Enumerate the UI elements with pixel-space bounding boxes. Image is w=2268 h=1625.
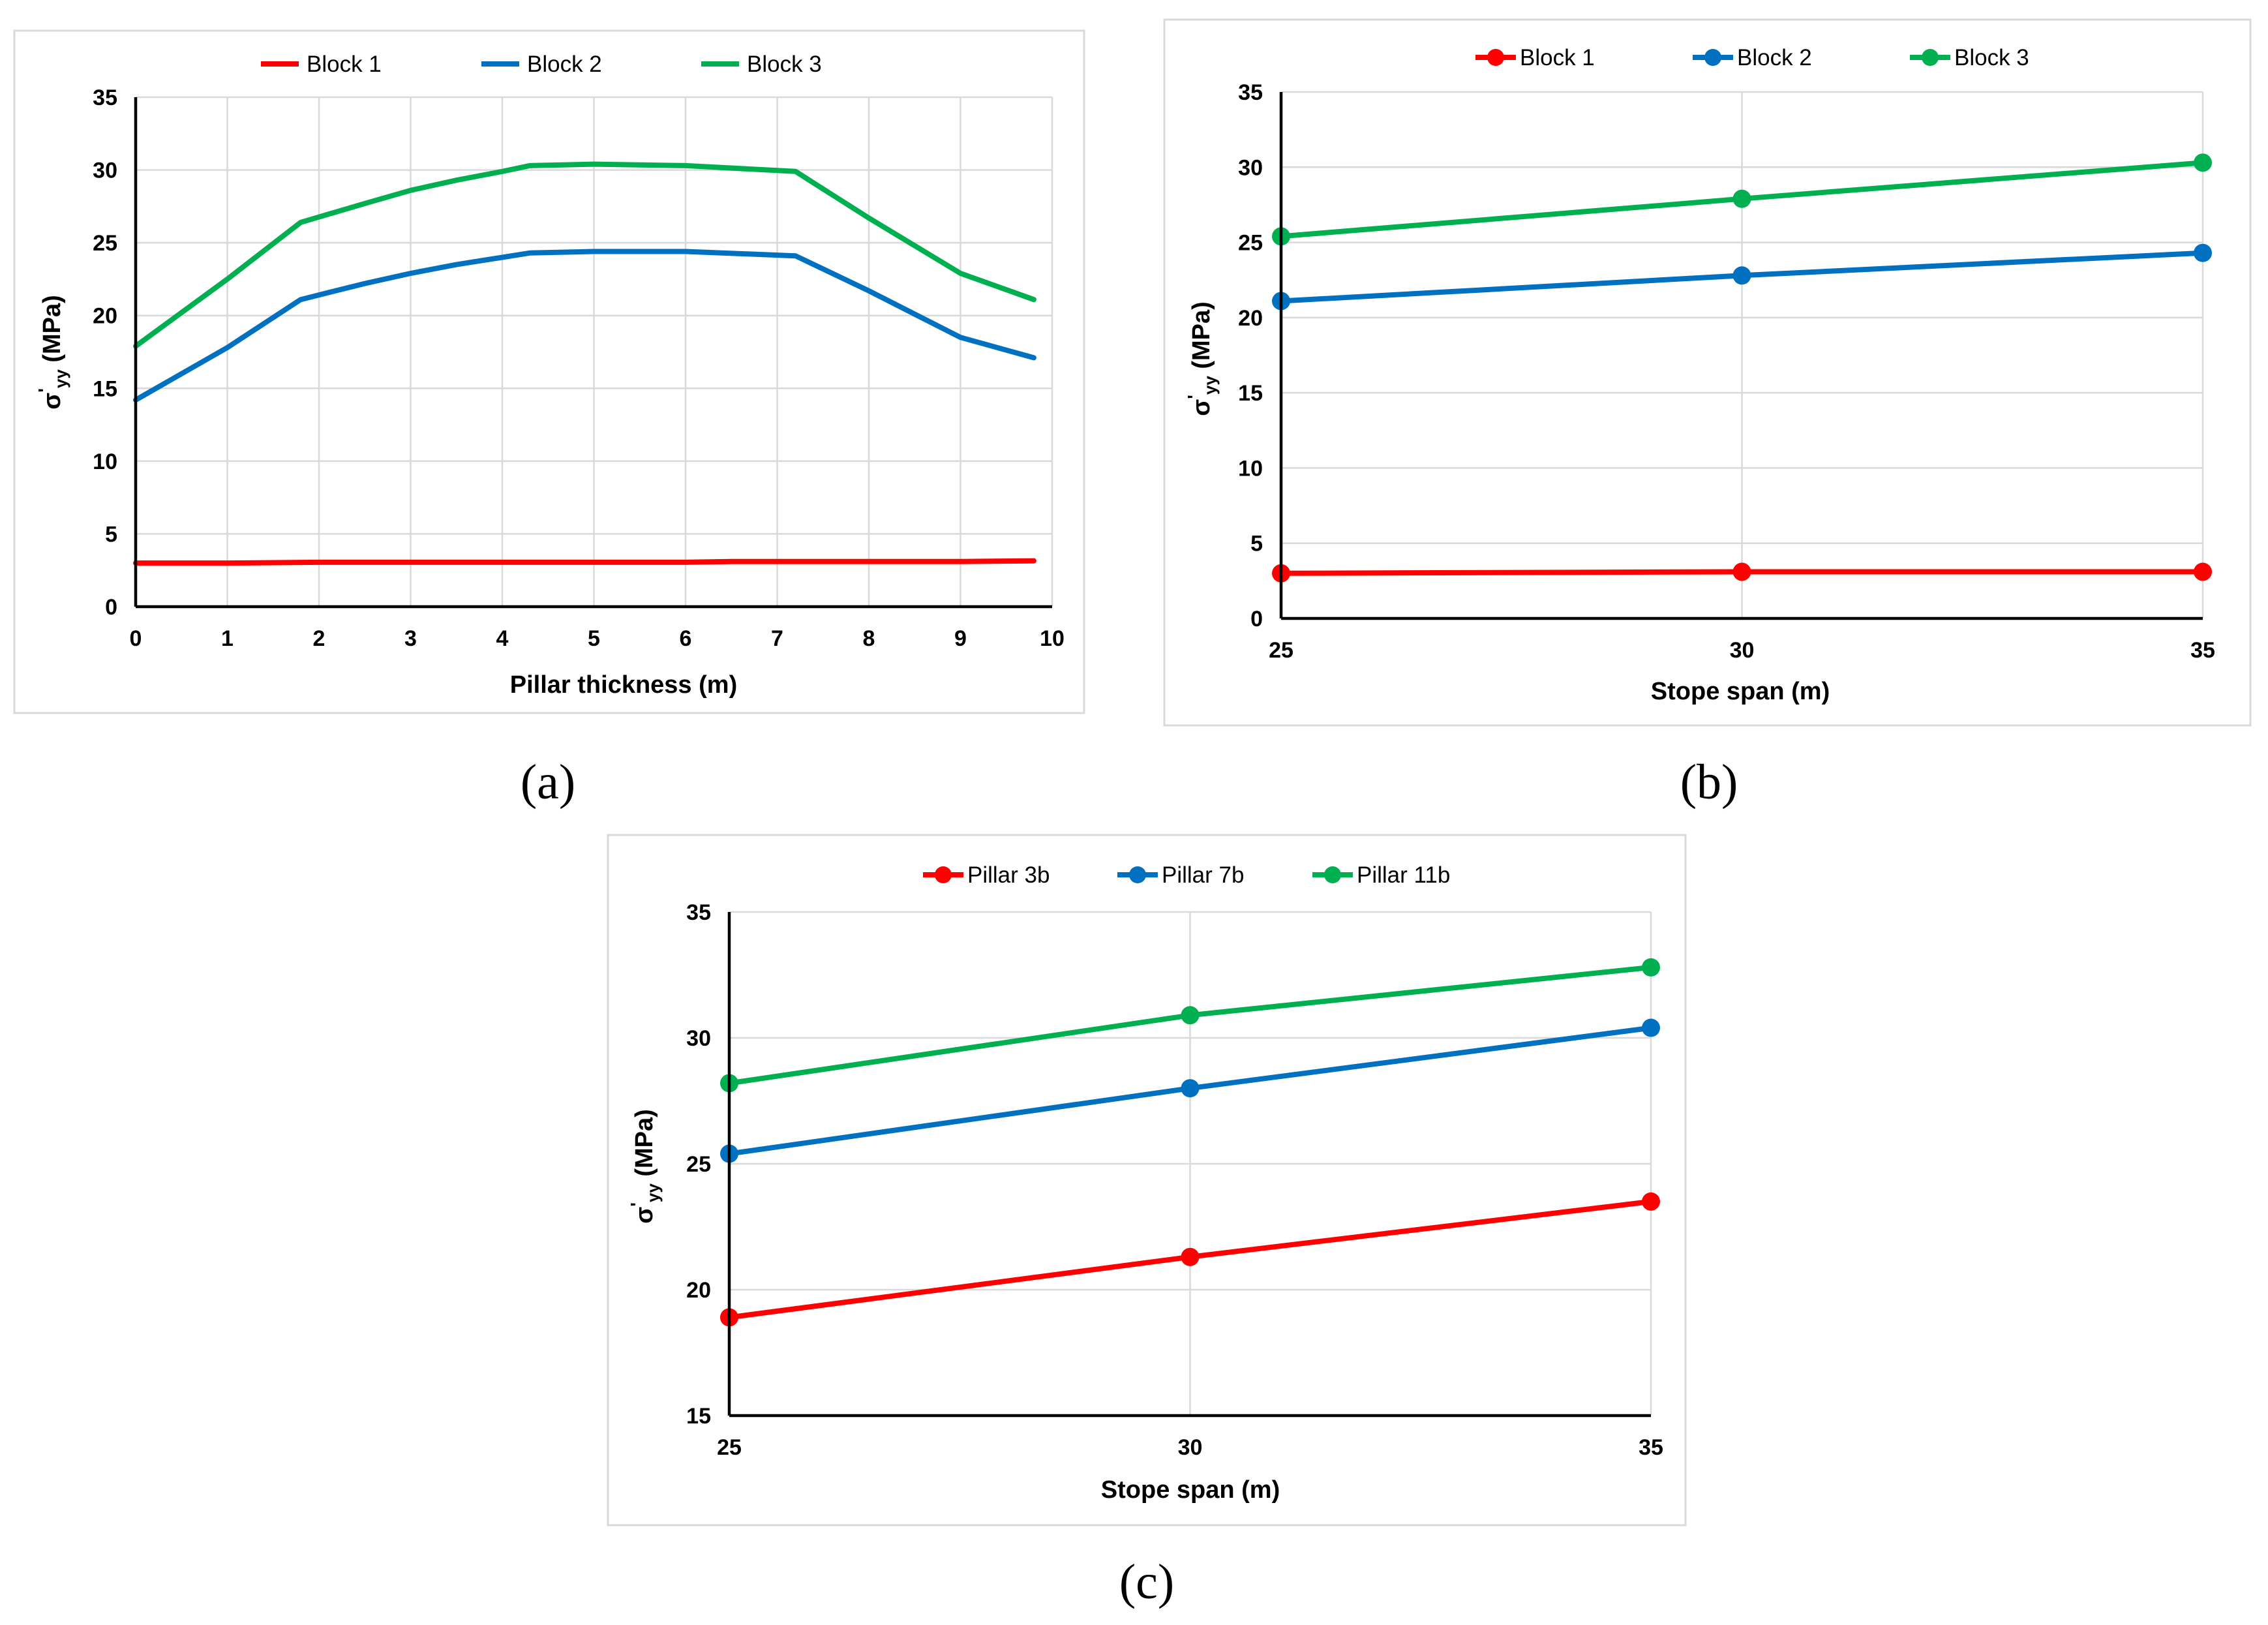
- chart-a-x-tick-label: 5: [588, 626, 600, 651]
- chart-c-legend-label: Pillar 7b: [1162, 862, 1244, 888]
- chart-b-data-point-block-3: [2194, 153, 2212, 172]
- chart-b-y-tick-label: 15: [1238, 381, 1263, 406]
- chart-b-y-tick-label: 20: [1238, 306, 1263, 331]
- chart-a-series: [133, 161, 1036, 566]
- chart-a-legend-label: Block 3: [747, 52, 822, 77]
- chart-b-legend: Block 1 Block 2 Block 3: [1475, 45, 2029, 70]
- chart-b-x-tick-label: 30: [1730, 638, 1755, 663]
- chart-c-y-tick-label: 20: [686, 1278, 711, 1303]
- chart-c-y-axis-title: σ'yy (MPa): [627, 1109, 663, 1224]
- chart-b-x-axis-title: Stope span (m): [1651, 678, 1830, 705]
- chart-a-y-tick-label: 10: [93, 449, 117, 474]
- chart-b-y-tick-label: 25: [1238, 231, 1263, 256]
- chart-a-legend-label: Block 1: [307, 52, 382, 77]
- chart-c-data-point-pillar-3b: [1181, 1247, 1200, 1266]
- chart-a-x-tick-label: 0: [130, 626, 142, 651]
- chart-b-data-point-block-2: [2194, 243, 2212, 262]
- chart-c-gridlines: [729, 911, 1652, 1416]
- chart-c-y-tick-label: 35: [686, 900, 711, 925]
- chart-b-data-point-block-2: [1732, 266, 1751, 285]
- panel-a-label: (a): [521, 755, 575, 810]
- chart-c-x-tick-label: 30: [1178, 1435, 1203, 1460]
- chart-c-x-axis-title: Stope span (m): [1101, 1476, 1280, 1504]
- chart-b-y-ticks: 0 5 10 15 20 25 30 35: [1238, 80, 1263, 631]
- chart-b-y-tick-label: 10: [1238, 456, 1263, 481]
- chart-c-y-tick-label: 30: [686, 1026, 711, 1051]
- chart-a-x-tick-label: 10: [1040, 626, 1065, 651]
- chart-b-y-tick-label: 30: [1238, 155, 1263, 180]
- chart-c-legend-label: Pillar 11b: [1357, 862, 1450, 888]
- chart-c-x-tick-label: 35: [1639, 1435, 1663, 1460]
- chart-b-y-tick-label: 5: [1250, 532, 1263, 556]
- chart-b-legend-label: Block 3: [1954, 45, 2029, 70]
- chart-a-x-tick-label: 8: [863, 626, 875, 651]
- chart-c-legend-marker: [1129, 866, 1146, 883]
- chart-c-x-tick-label: 25: [717, 1435, 742, 1460]
- chart-c-legend-label: Pillar 3b: [967, 862, 1050, 888]
- chart-c-data-point-pillar-11b: [1181, 1006, 1200, 1025]
- chart-a-x-ticks: 0 1 2 3 4 5 6 7 8 9 10: [130, 626, 1065, 651]
- chart-b-gridlines: [1281, 91, 2204, 618]
- chart-b-legend-label: Block 2: [1737, 45, 1812, 70]
- chart-a-y-tick-label: 30: [93, 159, 117, 183]
- chart-a-series-line-block-3: [133, 161, 1036, 349]
- chart-b-series: [1272, 153, 2212, 583]
- chart-b-y-tick-label: 35: [1238, 80, 1263, 105]
- chart-c-legend-marker: [935, 866, 952, 883]
- chart-a-y-tick-label: 35: [93, 85, 117, 110]
- chart-c-x-ticks: 25 30 35: [717, 1435, 1663, 1460]
- chart-b-frame: [1163, 18, 2252, 727]
- chart-b-legend-marker: [1704, 49, 1721, 66]
- chart-a-frame: [13, 29, 1085, 714]
- panel-c-label: (c): [1119, 1555, 1174, 1609]
- chart-b-data-point-block-1: [1732, 562, 1751, 581]
- chart-a-series-line-block-1: [133, 558, 1036, 566]
- chart-a-x-tick-label: 4: [496, 626, 509, 651]
- chart-c-y-tick-label: 25: [686, 1152, 711, 1177]
- chart-a-x-tick-label: 7: [771, 626, 783, 651]
- chart-c-data-point-pillar-7b: [1642, 1018, 1660, 1037]
- chart-b-legend-marker: [1487, 49, 1504, 66]
- chart-a-x-axis-title: Pillar thickness (m): [510, 671, 737, 699]
- chart-a-legend: Block 1 Block 2 Block 3: [261, 52, 822, 77]
- chart-a-x-tick-label: 9: [954, 626, 967, 651]
- chart-b-legend-label: Block 1: [1520, 45, 1595, 70]
- chart-a-gridlines: [136, 96, 1053, 607]
- chart-a-y-tick-label: 20: [93, 304, 117, 329]
- chart-a-y-ticks: 0 5 10 15 20 25 30 35: [93, 85, 117, 620]
- chart-a-x-tick-label: 6: [680, 626, 692, 651]
- chart-b-data-point-block-1: [2194, 562, 2212, 581]
- chart-b-y-tick-label: 0: [1250, 607, 1263, 631]
- chart-b-legend-marker: [1922, 49, 1939, 66]
- chart-a-y-tick-label: 25: [93, 231, 117, 256]
- chart-a-y-tick-label: 15: [93, 376, 117, 401]
- chart-a-x-tick-label: 2: [313, 626, 325, 651]
- chart-c-data-point-pillar-11b: [1642, 958, 1660, 977]
- chart-a-y-tick-label: 5: [105, 522, 117, 547]
- chart-a-y-tick-label: 0: [105, 595, 117, 620]
- chart-c-frame: [607, 834, 1687, 1526]
- chart-c-data-point-pillar-7b: [1181, 1079, 1200, 1098]
- chart-b-x-tick-label: 25: [1269, 638, 1293, 663]
- chart-b-x-ticks: 25 30 35: [1269, 638, 2215, 663]
- chart-a-series-line-block-2: [133, 249, 1036, 403]
- chart-c-y-ticks: 15 20 25 30 35: [686, 900, 711, 1429]
- panel-b-label: (b): [1680, 755, 1738, 810]
- chart-a-x-tick-label: 1: [221, 626, 234, 651]
- chart-a-legend-label: Block 2: [527, 52, 602, 77]
- chart-c-legend: Pillar 3b Pillar 7b Pillar 11b: [923, 862, 1450, 888]
- chart-b-data-point-block-3: [1732, 189, 1751, 208]
- chart-c-y-tick-label: 15: [686, 1404, 711, 1429]
- chart-b-x-tick-label: 35: [2190, 638, 2215, 663]
- chart-a-x-tick-label: 3: [404, 626, 417, 651]
- chart-c-legend-marker: [1324, 866, 1341, 883]
- chart-c-data-point-pillar-3b: [1642, 1192, 1660, 1211]
